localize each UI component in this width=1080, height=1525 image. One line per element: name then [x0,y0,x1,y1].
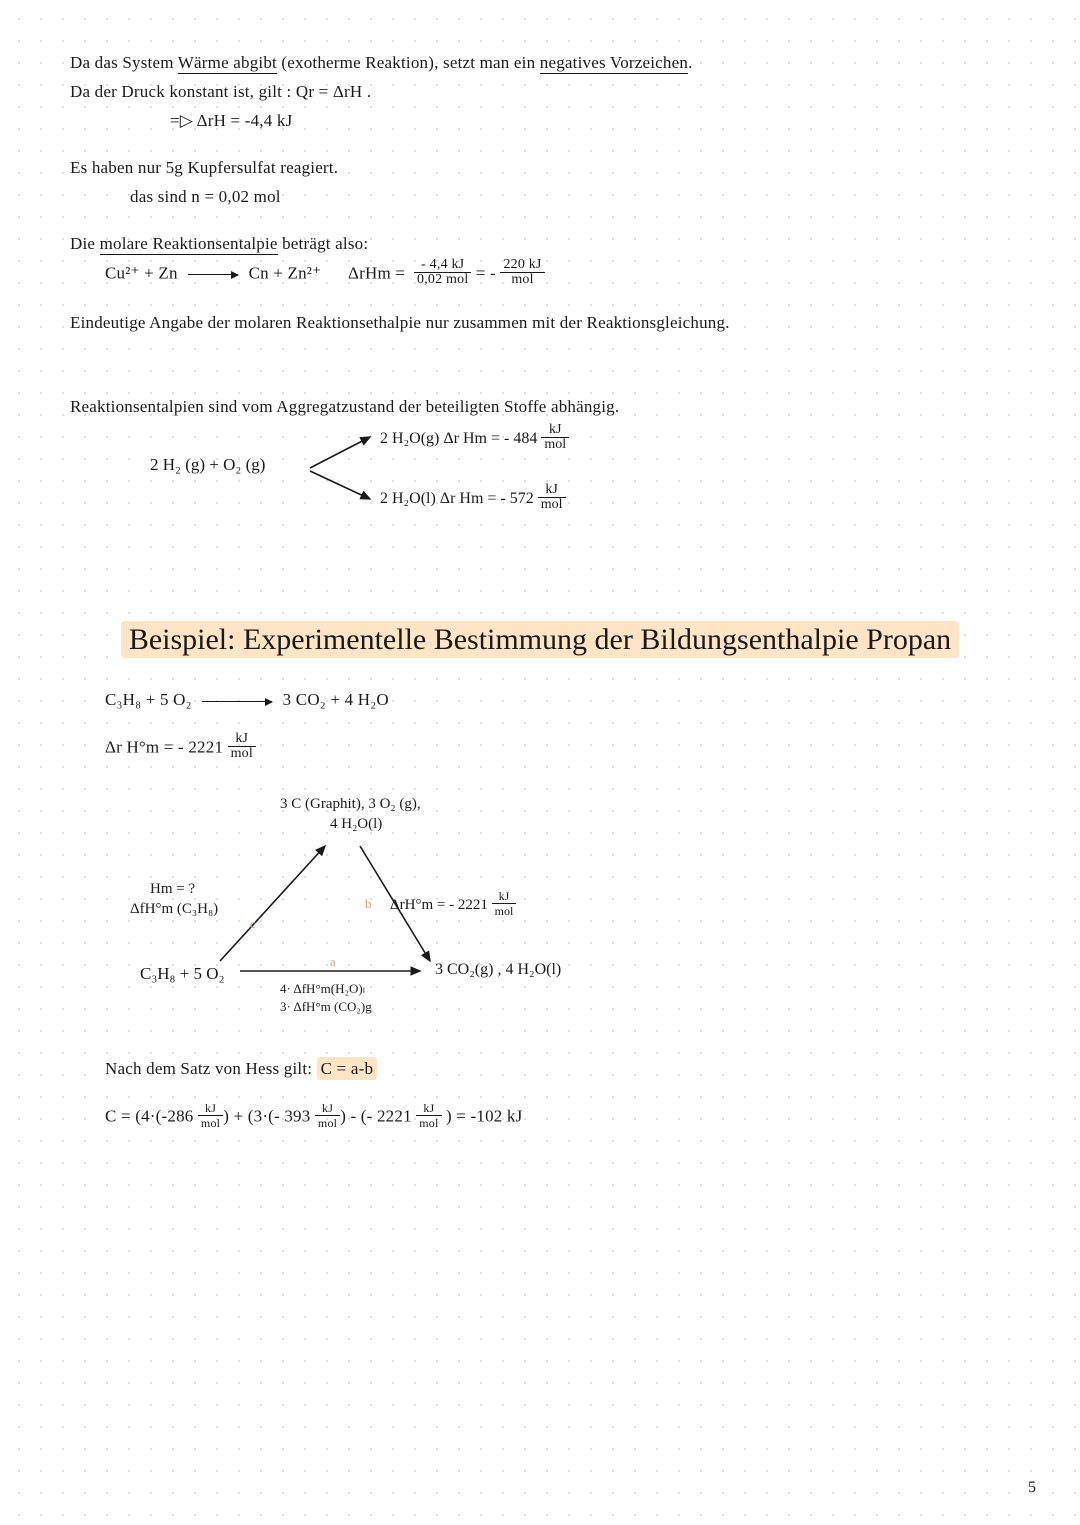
numerator: kJ [315,1101,340,1116]
text: C = (4·(-286 [105,1106,198,1125]
underlined-text: Wärme abgibt [178,53,277,74]
text: 3 CO₂(g) , 4 H₂O(l) [435,961,561,979]
text: Hm = ? [150,881,195,898]
text: 4· ΔfH°m(H₂O)ₗ [280,981,365,997]
text: 3 CO₂ + 4 H₂O [283,690,389,709]
text: ) + (3·(- 393 [223,1106,315,1125]
annotation-label: b [365,896,372,912]
denominator: mol [538,498,566,512]
annotation-label: a [330,954,336,970]
section-heading: Beispiel: Experimentelle Bestimmung der … [70,623,1010,657]
heading-text: Beispiel: Experimentelle Bestimmung der … [121,621,959,658]
text: . [688,53,692,72]
text: ΔrHm = [348,263,405,282]
numerator: kJ [228,732,256,747]
numerator: kJ [416,1101,441,1116]
numerator: kJ [538,483,566,498]
fraction: - 4,4 kJ0,02 mol [414,258,471,287]
denominator: mol [198,1116,223,1130]
denominator: mol [541,438,569,452]
fraction: kJmol [198,1101,223,1130]
text: ) - (- 2221 [340,1106,416,1125]
text: ΔfH°m (C₃H₈) [130,901,218,918]
text-line: Es haben nur 5g Kupfersulfat reagiert. [70,155,1010,181]
text-line: Nach dem Satz von Hess gilt: C = a-b [70,1056,1010,1082]
text: 2 H₂O(g) Δr Hm = - 484 kJmol [380,425,569,454]
annotation-label: c [250,916,256,932]
highlighted-text: C = a-b [317,1057,378,1080]
page-number: 5 [1028,1479,1036,1497]
text: (exotherme Reaktion), setzt man ein [277,53,540,72]
fraction: kJmol [315,1101,340,1130]
text-line: Die molare Reaktionsentalpie beträgt als… [70,231,1010,257]
hess-triangle-diagram: 3 C (Graphit), 3 O₂ (g), 4 H₂O(l) Hm = ?… [130,796,1010,1026]
denominator: mol [228,747,256,761]
numerator: 220 kJ [500,258,544,273]
text-line: =▷ ΔrH = -4,4 kJ [70,108,1010,134]
text-line: das sind n = 0,02 mol [70,184,1010,210]
equation-line: C₃H₈ + 5 O₂ 3 CO₂ + 4 H₂O [70,687,1010,713]
fraction: kJmol [492,889,517,918]
numerator: kJ [198,1101,223,1116]
text: 3· ΔfH°m (CO₂)g [280,999,372,1015]
text-line: Eindeutige Angabe der molaren Reaktionse… [70,310,1010,336]
numerator: - 4,4 kJ [414,258,471,273]
arrow-icon [188,274,238,275]
equation-line: Δr H°m = - 2221 kJmol [70,734,1010,763]
text: ΔrH°m = - 2221 [390,897,492,913]
text: Cn + Zn²⁺ [249,263,322,282]
text: ) = -102 kJ [442,1106,523,1125]
denominator: mol [416,1116,441,1130]
text: Nach dem Satz von Hess gilt: [105,1059,317,1078]
text-line: Da das System Wärme abgibt (exotherme Re… [70,50,1010,76]
branch-diagram: 2 H₂ (g) + O₂ (g) 2 H₂O(g) Δr Hm = - 484… [150,423,1010,513]
arrow-icon [202,701,272,702]
underlined-text: negatives Vorzeichen [540,53,688,74]
text: = - [476,263,501,282]
text: 2 H₂ (g) + O₂ (g) [150,455,265,475]
text: 2 H₂O(l) Δr Hm = - 572 kJmol [380,485,566,514]
text: C₃H₈ + 5 O₂ [140,964,225,984]
text: Cu²⁺ + Zn [105,263,178,282]
equation-line: C = (4·(-286 kJmol) + (3·(- 393 kJmol) -… [70,1103,1010,1132]
underlined-text: molare Reaktionsentalpie [100,234,278,255]
text: Δr H°m = - 2221 [105,737,228,756]
denominator: mol [492,904,517,918]
denominator: 0,02 mol [414,273,471,287]
denominator: mol [500,273,544,287]
fraction: kJmol [541,423,569,452]
text: 3 C (Graphit), 3 O₂ (g), [280,796,421,813]
numerator: kJ [492,889,517,904]
numerator: kJ [541,423,569,438]
text: ΔrH°m = - 2221 kJmol [390,891,516,920]
text: beträgt also: [278,234,369,253]
fraction: kJmol [538,483,566,512]
text: 2 H₂O(g) Δr Hm = - 484 [380,430,541,447]
page-content: Da das System Wärme abgibt (exotherme Re… [0,0,1080,1175]
triangle-arrows-icon [170,826,570,1026]
text: Da das System [70,53,178,72]
fraction: kJmol [228,732,256,761]
text-line: Reaktionsentalpien sind vom Aggregatzust… [70,394,1010,420]
fraction: kJmol [416,1101,441,1130]
text: C₃H₈ + 5 O₂ [105,690,192,709]
text: Die [70,234,100,253]
text-line: Da der Druck konstant ist, gilt : Qr = Δ… [70,79,1010,105]
text: 2 H₂O(l) Δr Hm = - 572 [380,490,538,507]
equation-line: Cu²⁺ + Zn Cn + Zn²⁺ ΔrHm = - 4,4 kJ0,02 … [70,260,1010,289]
fraction: 220 kJmol [500,258,544,287]
denominator: mol [315,1116,340,1130]
